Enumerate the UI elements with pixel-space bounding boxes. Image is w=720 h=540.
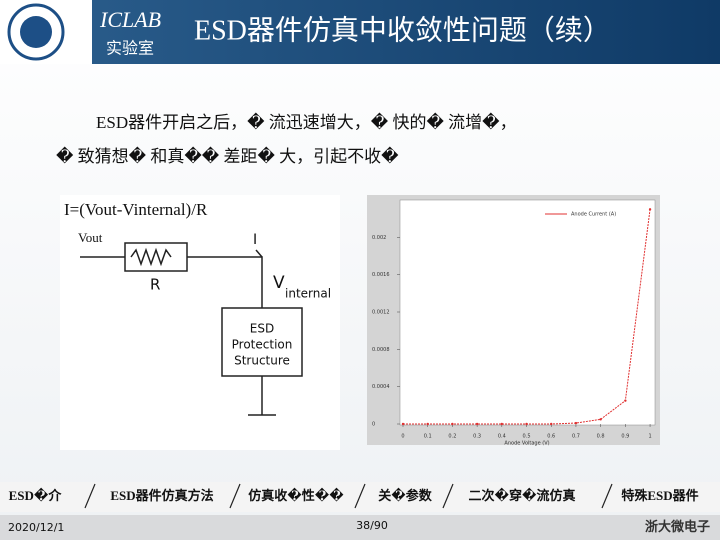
data-point xyxy=(426,422,429,426)
data-point xyxy=(624,399,627,402)
body-line: � 致猜想� 和真�� 差距� 大，引起不收� xyxy=(56,146,399,166)
logo-text: ICLAB xyxy=(99,7,161,32)
x-tick-label: 1 xyxy=(648,434,651,440)
diagram-panel xyxy=(60,195,340,450)
nav-tab[interactable]: 二次�穿�流仿真 xyxy=(469,487,576,503)
x-tick-label: 0.9 xyxy=(621,434,629,440)
block-label: Protection xyxy=(232,338,293,352)
block-label: ESD xyxy=(250,322,274,336)
seal xyxy=(7,3,65,61)
data-point xyxy=(574,421,578,425)
data-point xyxy=(550,422,553,426)
formula: I=(Vout-Vinternal)/R xyxy=(64,200,208,219)
x-axis-label: Anode Voltage (V) xyxy=(504,441,549,447)
data-point xyxy=(525,422,528,426)
nav-tab[interactable]: 关�参数 xyxy=(378,487,432,503)
data-point xyxy=(401,422,405,426)
y-tick-label: 0.0012 xyxy=(372,310,390,316)
nav-tab[interactable]: ESD器件仿真方法 xyxy=(110,488,213,503)
data-point xyxy=(451,422,454,426)
y-tick-label: 0.002 xyxy=(372,235,386,241)
x-tick-label: 0.1 xyxy=(424,434,432,440)
label-internal: internal xyxy=(285,287,331,301)
nav-tab[interactable]: 仿真收�性�� xyxy=(248,487,344,503)
tab-separators xyxy=(84,483,613,509)
tabs: ESD�介 ESD器件仿真方法 仿真收�性�� 关�参数 二次�穿�流仿真 特殊ESD器件 xyxy=(9,487,699,503)
circuit xyxy=(80,242,303,416)
label-i: I xyxy=(253,232,257,248)
nav-tab[interactable]: ESD�介 xyxy=(9,487,63,503)
y-tick-label: 0 xyxy=(372,422,375,428)
label-vout: Vout xyxy=(78,230,103,245)
y-tick-label: 0.0004 xyxy=(372,384,390,390)
page-number: 38/90 xyxy=(356,519,388,532)
brand: 浙大微电子 xyxy=(645,519,710,534)
x-tick-label: 0 xyxy=(401,434,404,440)
x-tick-label: 0.3 xyxy=(473,434,481,440)
block-label: Structure xyxy=(234,354,290,368)
x-tick-label: 0.8 xyxy=(597,434,605,440)
x-tick-label: 0.2 xyxy=(448,434,456,440)
label-r: R xyxy=(150,276,160,294)
x-tick-label: 0.6 xyxy=(547,434,555,440)
label-v: V xyxy=(273,273,285,293)
data-point xyxy=(648,208,652,211)
plot-area xyxy=(399,199,656,426)
slide-title: ESD器件仿真中收敛性问题（续） xyxy=(194,14,611,46)
header-band xyxy=(0,0,720,64)
nav-tab[interactable]: 特殊ESD器件 xyxy=(621,488,698,503)
body-line: ESD器件开启之后，� 流迅速增大，� 快的� 流增�， xyxy=(96,112,517,132)
data-point xyxy=(475,422,479,426)
y-tick-label: 0.0008 xyxy=(372,347,390,353)
x-tick-label: 0.7 xyxy=(572,434,580,440)
data-point xyxy=(599,418,602,421)
chart: 0 0.1 0.2 0.3 0.4 0.5 0.6 0.7 0.8 0.9 1 0 0.0004 0.00… xyxy=(372,208,652,447)
x-tick-label: 0.5 xyxy=(523,434,531,440)
date: 2020/12/1 xyxy=(8,521,64,534)
footer-bar xyxy=(0,515,720,540)
x-tick-label: 0.4 xyxy=(498,434,506,440)
y-tick-label: 0.0016 xyxy=(372,272,390,278)
data-point xyxy=(500,422,504,426)
seal-core xyxy=(20,16,52,48)
logo-subtext: 实验室 xyxy=(106,39,154,58)
legend-label: Anode Current (A) xyxy=(571,212,616,218)
